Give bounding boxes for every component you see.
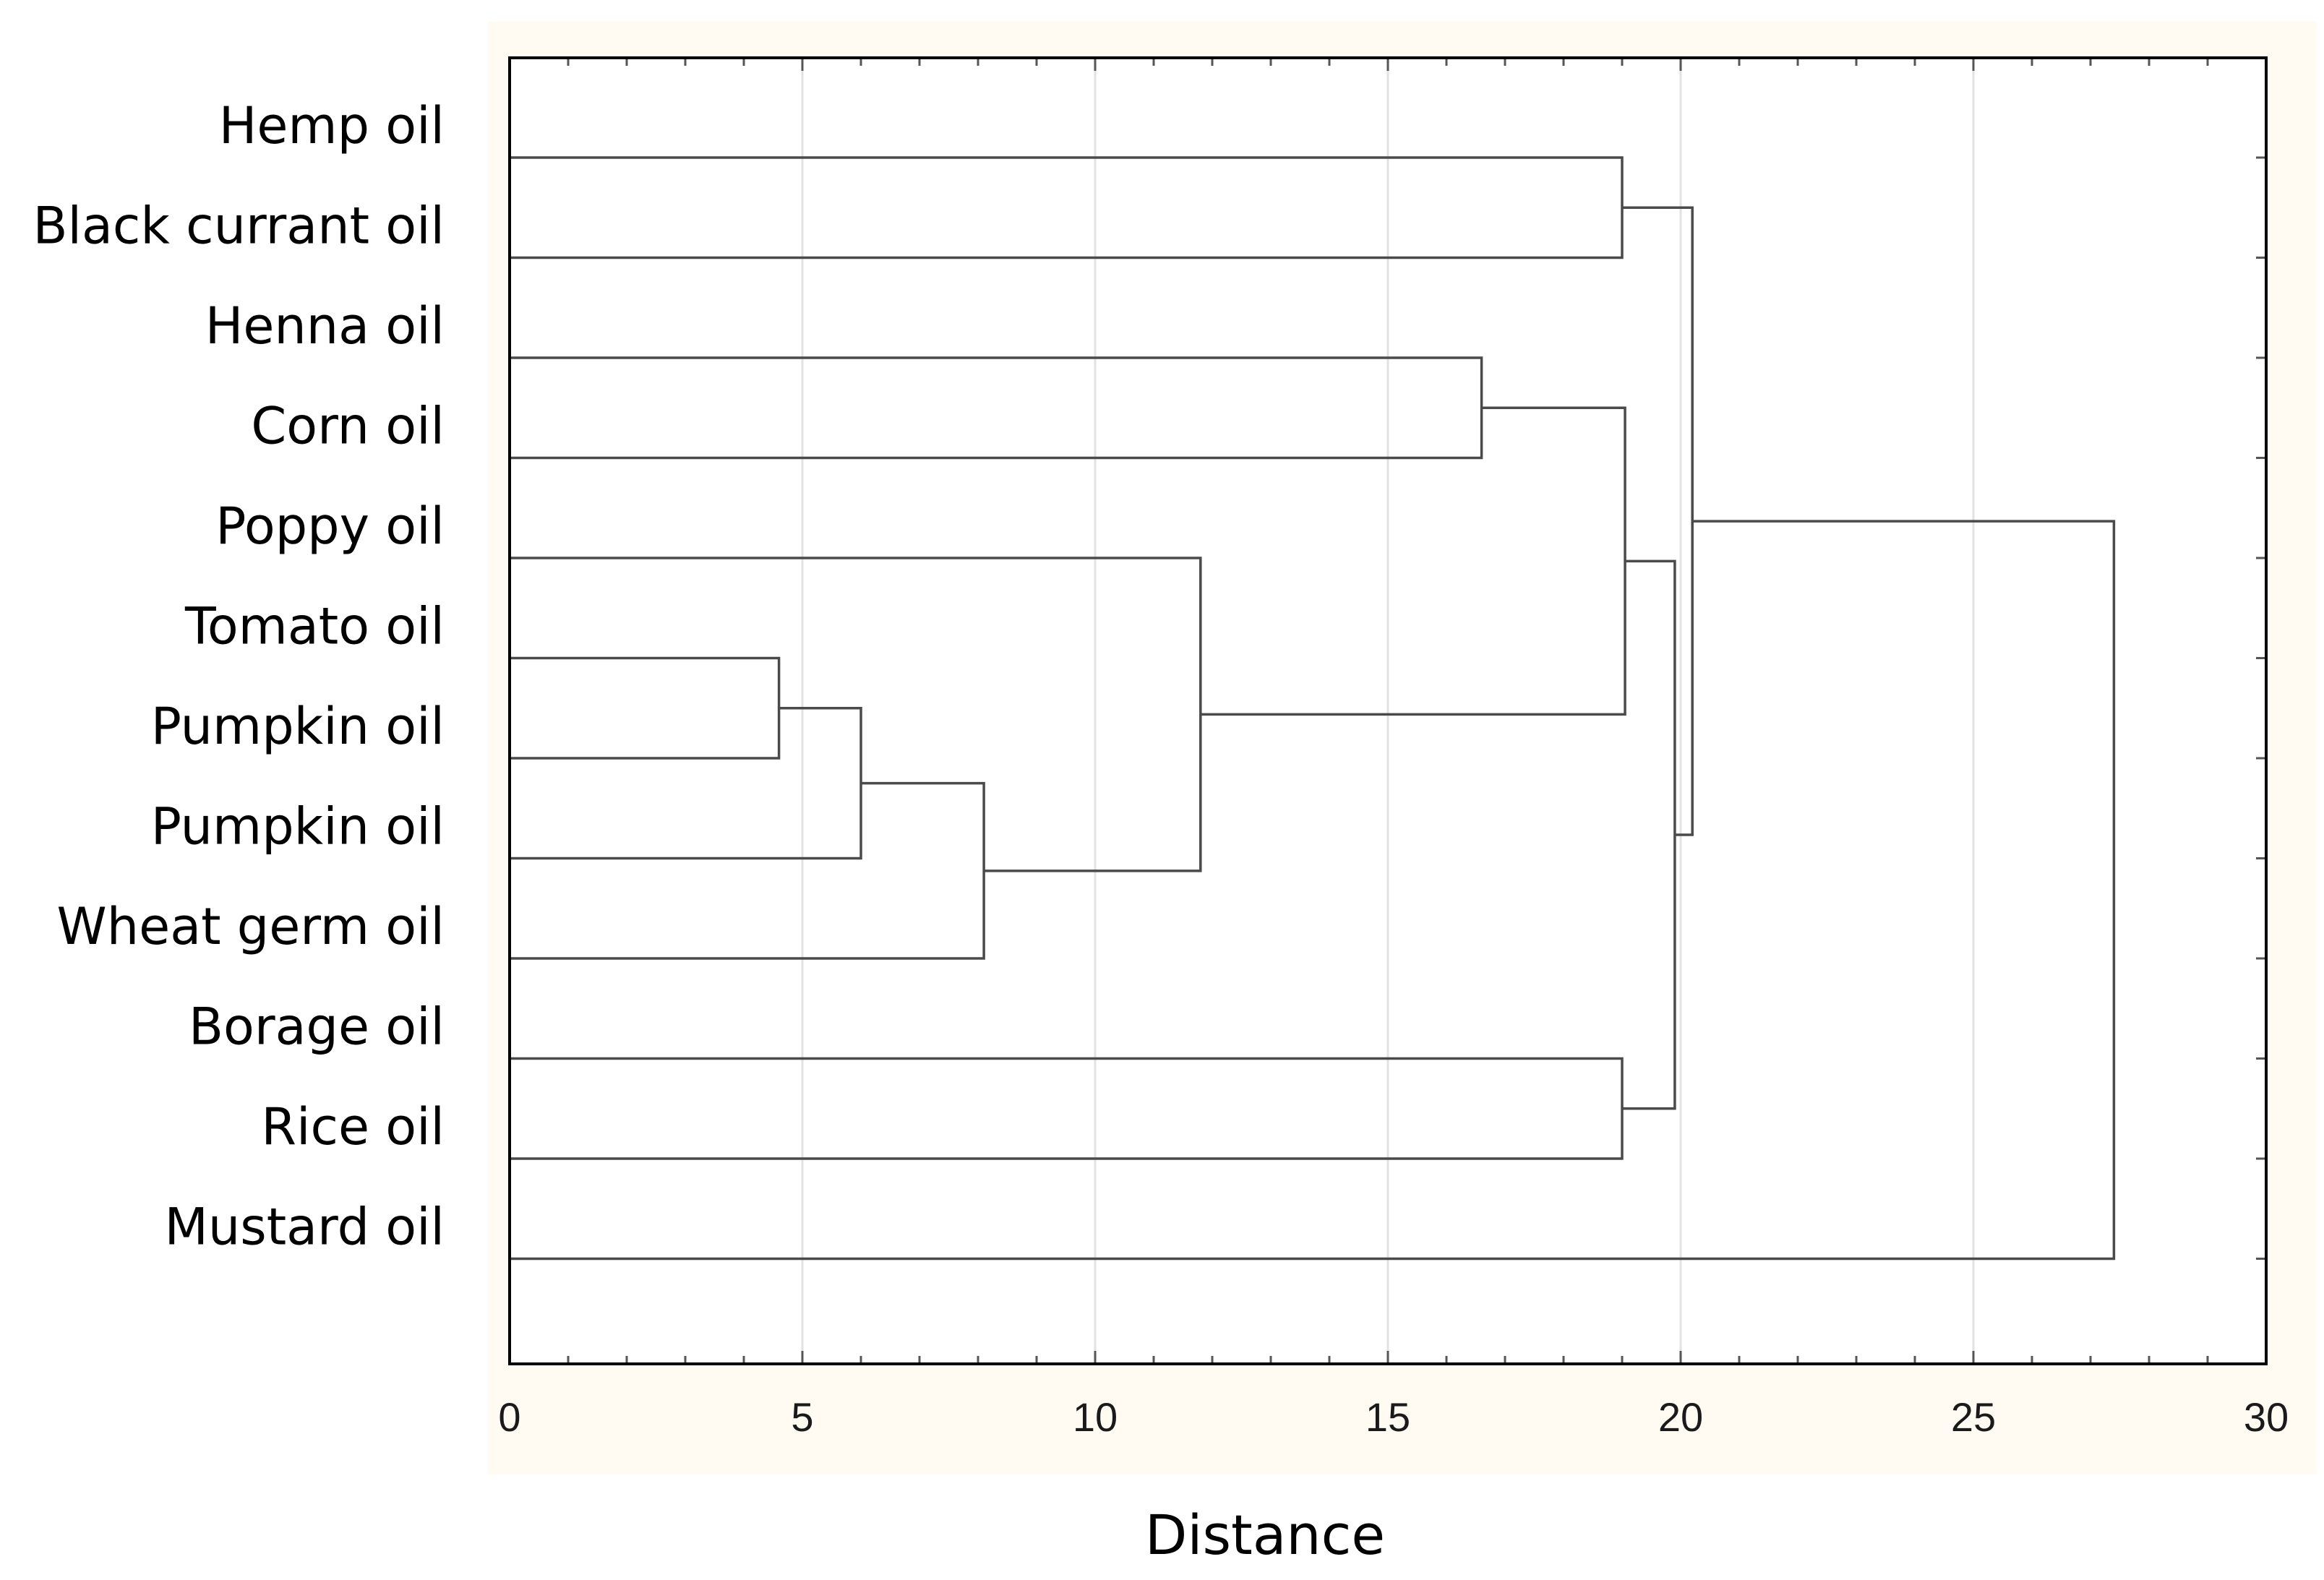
leaf-label: Corn oil	[251, 397, 445, 456]
leaf-label: Wheat germ oil	[57, 897, 445, 956]
x-tick-label-5: 5	[791, 1394, 813, 1440]
leaf-labels: Hemp oil Black currant oil Henna oil Corn o…	[33, 96, 445, 1257]
leaf-label: Pumpkin oil	[151, 797, 445, 856]
leaf-label: Borage oil	[189, 997, 445, 1057]
x-tick-label-15: 15	[1365, 1394, 1410, 1440]
leaf-label: Rice oil	[261, 1097, 445, 1156]
x-tick-labels: 0 5 10 15 20 25 30	[498, 1394, 2289, 1440]
x-axis-title: Distance	[1145, 1503, 1385, 1567]
x-tick-label-20: 20	[1658, 1394, 1703, 1440]
leaf-label: Tomato oil	[184, 597, 445, 656]
x-tick-label-30: 30	[2244, 1394, 2289, 1440]
dendrogram-links	[510, 156, 2116, 1261]
x-tick-label-10: 10	[1073, 1394, 1118, 1440]
plot-frame	[508, 56, 2268, 1365]
leaf-label: Mustard oil	[164, 1198, 445, 1257]
leaf-label: Henna oil	[205, 296, 445, 356]
x-tick-label-25: 25	[1951, 1394, 1996, 1440]
dendrogram-link-10	[510, 520, 2116, 1261]
leaf-label: Black currant oil	[33, 197, 445, 256]
leaf-label: Hemp oil	[219, 96, 445, 155]
grid-lines	[801, 58, 1975, 1364]
leaf-label: Pumpkin oil	[151, 697, 445, 756]
leaf-label: Poppy oil	[215, 497, 445, 556]
x-tick-label-0: 0	[498, 1394, 520, 1440]
